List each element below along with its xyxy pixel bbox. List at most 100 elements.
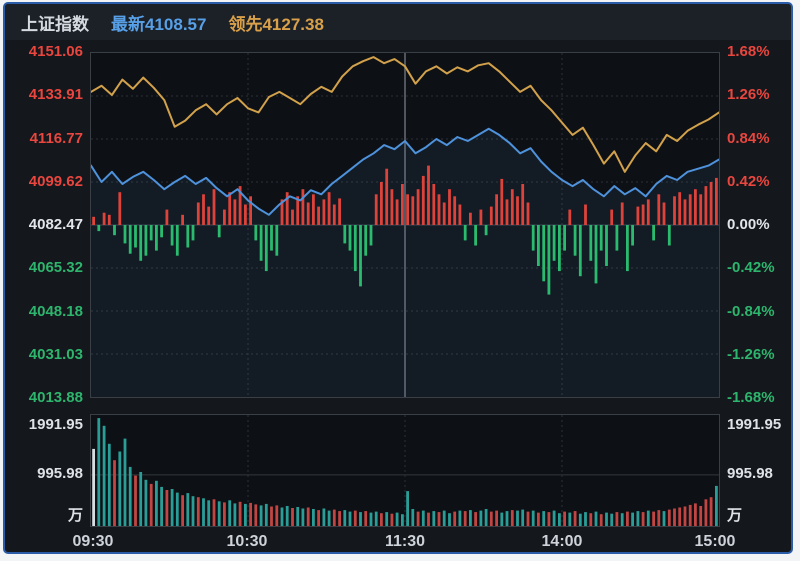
volume-bar [275,505,279,526]
advance-bar [207,206,211,225]
axis-label: 4151.06 [28,43,83,60]
advance-bar [568,209,572,225]
decline-bar [175,225,179,256]
decline-bar [359,225,362,287]
advance-bar [285,192,289,225]
decline-bar [264,225,268,272]
advance-bar [526,202,530,225]
volume-bar [228,500,232,526]
decline-bar [348,225,352,251]
advance-bar [673,196,676,225]
decline-bar [254,225,258,241]
lead-label: 领先 [228,14,263,34]
volume-bar [589,513,593,526]
volume-bar [301,508,305,526]
volume-bar [442,510,446,526]
advance-bar [694,189,697,225]
advance-bar [312,194,315,225]
advance-bar [610,209,614,225]
volume-bar [175,492,179,526]
advance-bar [306,202,310,225]
axis-label: 1991.95 [727,416,782,433]
advance-bar [385,168,389,225]
time-label-1500: 15:00 [694,533,736,550]
axis-label: 1.68% [727,43,770,60]
decline-bar [626,225,629,272]
time-label-0930: 09:30 [72,533,114,550]
decline-bar [186,225,190,248]
axis-label: 1.26% [727,86,770,104]
volume-bar [463,511,467,526]
advance-bar [516,196,519,225]
decline-bar [170,225,174,246]
volume-bar [678,507,682,526]
advance-bar [584,204,587,225]
volume-bar [196,497,200,526]
decline-bar [631,225,634,246]
volume-bar [537,512,540,526]
volume-bar [505,511,509,526]
decline-bar [353,225,357,272]
decline-bar [275,225,279,256]
decline-bar [558,225,561,272]
advance-bar [510,189,514,225]
advance-bar [244,204,247,225]
axis-label: 4082.47 [28,216,83,233]
volume-bar [641,512,645,526]
volume-bar [631,512,634,526]
decline-bar [144,225,148,256]
volume-bar [359,512,362,526]
advance-bar [411,196,415,225]
volume-bar [322,508,326,526]
volume-bar [416,511,420,526]
latest-price: 最新4108.57 [111,10,206,35]
volume-bar [694,503,697,526]
volume-bar [102,425,106,526]
volume-bar [291,508,294,526]
volume-bar [202,498,205,526]
decline-bar [474,225,477,246]
volume-bar [704,499,708,526]
volume-bar [155,480,158,526]
volume-bar [380,513,383,526]
advance-bar [620,202,624,225]
volume-bar [578,513,582,526]
axis-label: 0.84% [727,129,770,147]
advance-bar [102,212,106,225]
lead-value: 4127.38 [262,14,324,34]
volume-bar [458,510,462,526]
time-label-1400: 14:00 [541,533,583,550]
time-label-1130: 11:30 [384,533,426,550]
volume-bar [657,510,661,526]
advance-bar [92,216,95,225]
volume-bar [448,513,451,526]
advance-bar [453,196,457,225]
volume-bar [191,496,195,526]
advance-bar [322,199,326,225]
volume-plot[interactable] [90,414,720,527]
volume-bar [667,509,671,526]
advance-bar [280,199,284,225]
advance-bar [228,192,232,225]
volume-bar [364,511,368,526]
volume-bar [353,510,357,526]
axis-label: -0.42% [727,259,775,277]
volume-bar [296,507,300,526]
volume-bar [510,510,514,526]
decline-bar [191,225,195,241]
volume-bar [620,513,624,526]
volume-bar [254,504,258,526]
decline-bar [615,225,619,251]
advance-bar [238,186,242,225]
volume-bar [568,512,572,526]
intraday-price-plot[interactable] [90,52,720,398]
advance-bar [165,209,169,225]
volume-bar [385,512,389,526]
decline-bar [599,225,603,251]
price-area-fill [91,128,719,397]
volume-bar [699,506,703,526]
volume-bar [605,512,608,526]
volume-bar [542,511,546,526]
volume-bar [390,513,394,526]
volume-bar [134,475,137,526]
